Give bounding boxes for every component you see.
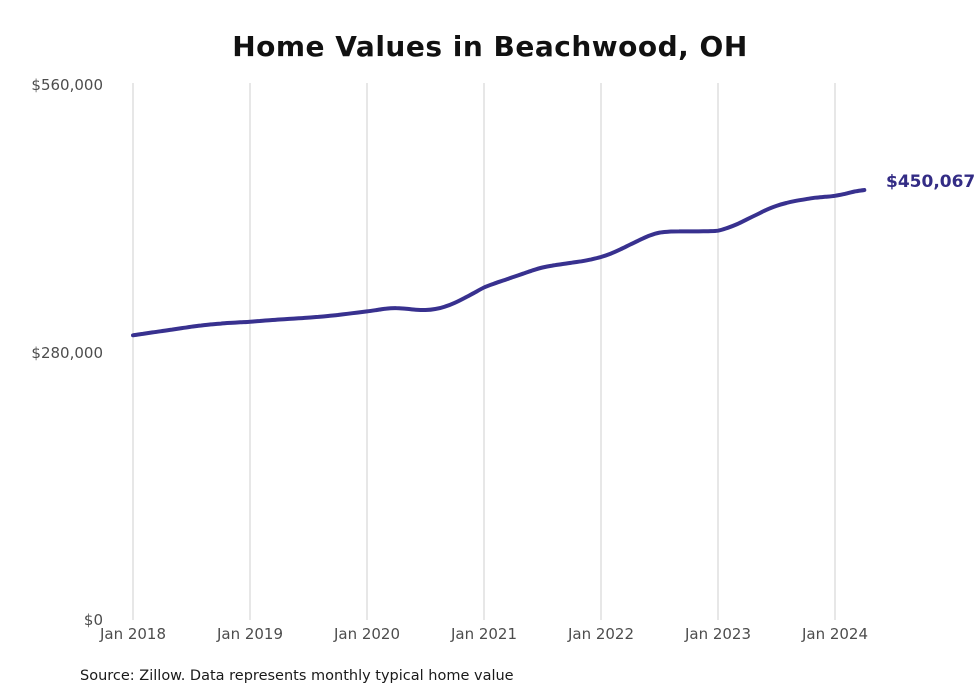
end-value-label: $450,067 [886, 172, 976, 192]
x-tick-label: Jan 2021 [450, 625, 518, 643]
x-tick-label: Jan 2023 [684, 625, 752, 643]
x-tick-label: Jan 2019 [216, 625, 284, 643]
x-tick-label: Jan 2018 [99, 625, 167, 643]
home-value-series-line [131, 188, 867, 338]
y-tick-label: $0 [83, 611, 103, 629]
y-tick-label: $280,000 [31, 343, 103, 362]
x-tick-label: Jan 2020 [333, 625, 401, 643]
y-tick-label: $560,000 [31, 76, 103, 94]
chart-title: Home Values in Beachwood, OH [232, 30, 748, 63]
x-tick-label: Jan 2024 [801, 625, 869, 643]
x-tick-label: Jan 2022 [567, 625, 635, 643]
source-note: Source: Zillow. Data represents monthly … [80, 668, 514, 684]
